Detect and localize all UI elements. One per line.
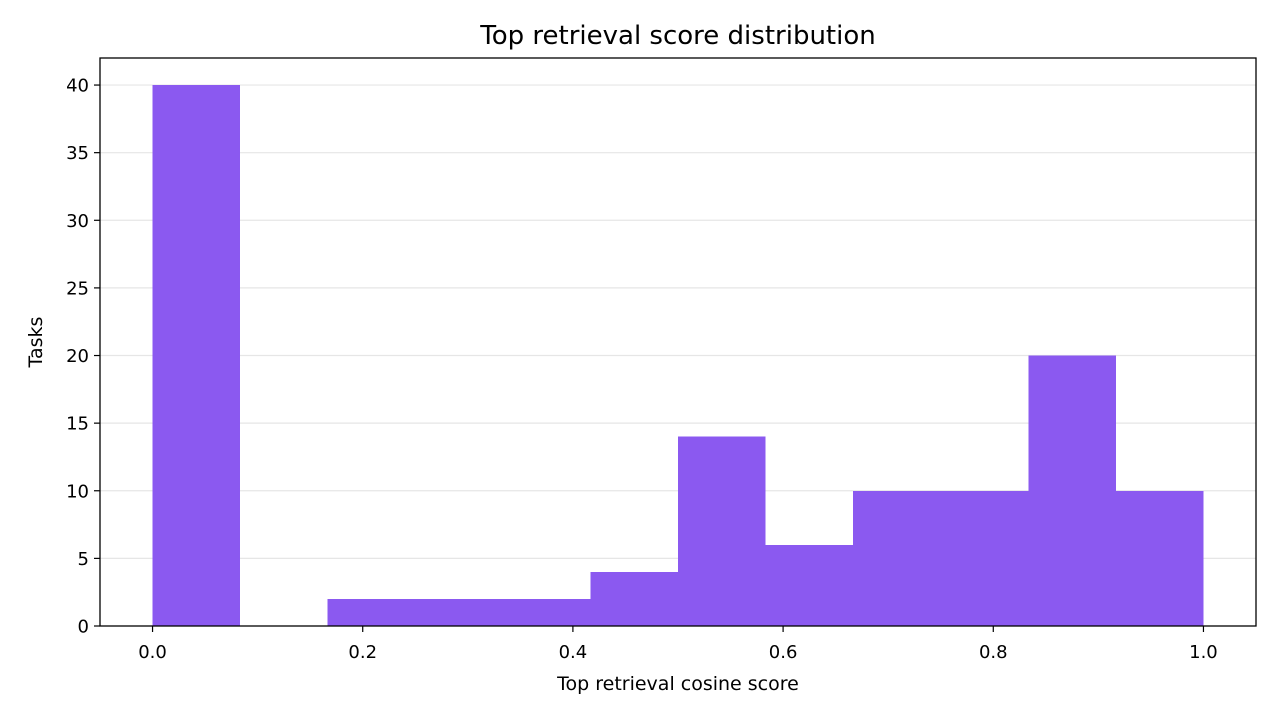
y-axis-ticks: 0 5 10 15 20 25 30 35 40 (66, 76, 100, 638)
y-tick-label: 20 (66, 346, 89, 367)
histogram-bar (940, 490, 1029, 626)
x-tick-label: 0.2 (348, 642, 377, 663)
histogram-bar (853, 490, 941, 626)
grid-lines (100, 84, 1256, 559)
histogram-bar (1028, 355, 1116, 626)
y-tick-label: 15 (66, 414, 89, 435)
x-axis-label: Top retrieval cosine score (556, 673, 799, 695)
histogram-bar (415, 598, 503, 626)
plot-frame (99, 57, 1257, 627)
x-tick-label: 0.4 (559, 642, 588, 663)
histogram-bar (502, 598, 591, 626)
x-tick-label: 0.0 (138, 642, 167, 663)
histogram-bar (678, 436, 766, 626)
y-tick-label: 40 (66, 76, 89, 97)
x-tick-label: 0.6 (769, 642, 798, 663)
histogram-bar (327, 598, 416, 626)
y-tick-label: 35 (66, 143, 89, 164)
histogram-bar (152, 85, 241, 627)
y-tick-label: 10 (66, 481, 89, 502)
histogram-bar (1115, 490, 1204, 626)
histogram-bar (590, 571, 678, 626)
y-tick-label: 30 (66, 211, 89, 232)
histogram-bar (765, 544, 854, 626)
y-tick-label: 25 (66, 278, 89, 299)
x-tick-label: 0.8 (979, 642, 1008, 663)
histogram-bars (152, 85, 1204, 627)
chart-title: Top retrieval score distribution (479, 21, 875, 51)
x-tick-label: 1.0 (1189, 642, 1218, 663)
x-axis-ticks: 0.0 0.2 0.4 0.6 0.8 1.0 (138, 626, 1218, 663)
y-axis-label: Tasks (25, 317, 47, 369)
y-tick-label: 5 (78, 549, 89, 570)
y-tick-label: 0 (78, 617, 89, 638)
